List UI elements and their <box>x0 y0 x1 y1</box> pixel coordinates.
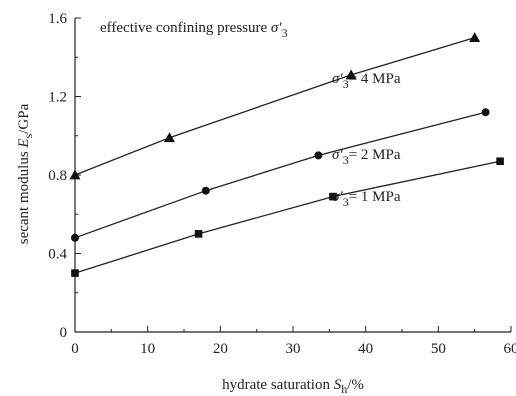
series-label-4mpa-value: = 4 MPa <box>349 71 401 87</box>
annotation-symbol: σ′ <box>271 20 282 36</box>
y-tick-label: 0 <box>60 325 68 341</box>
x-tick-label: 30 <box>286 341 301 357</box>
series-label-1mpa-subscript: 3 <box>343 195 349 209</box>
series-label-1mpa-value: = 1 MPa <box>349 189 401 205</box>
y-axis-title: secant modulus Es/GPa <box>16 103 35 244</box>
data-point-circle <box>201 186 210 195</box>
x-axis-title-suffix: /% <box>347 377 364 393</box>
data-point-square <box>496 157 504 166</box>
y-axis-title-prefix: secant modulus <box>16 148 32 245</box>
x-axis-title-prefix: hydrate saturation <box>222 377 334 393</box>
x-tick-label: 0 <box>71 341 79 357</box>
axes: 0 10 20 30 40 50 60 0 0.4 0.8 1.2 1.6 <box>48 11 516 357</box>
data-point-triangle <box>345 69 357 80</box>
series-layer <box>69 32 504 277</box>
data-point-circle <box>481 108 490 117</box>
series-label-4mpa-subscript: 3 <box>343 77 349 91</box>
x-tick-label: 10 <box>140 341 155 357</box>
y-axis-title-subscript: s <box>21 133 35 138</box>
series-label-2mpa-value: = 2 MPa <box>349 147 401 163</box>
x-axis-title-symbol: S <box>334 377 342 393</box>
data-point-triangle <box>163 132 175 143</box>
annotation-prefix: effective confining pressure <box>100 20 271 36</box>
x-axis-title-subscript: h <box>341 382 347 396</box>
x-axis-title: hydrate saturation Sh/% <box>222 377 364 396</box>
x-tick-label: 60 <box>504 341 516 357</box>
series-line-0 <box>74 37 475 176</box>
data-point-triangle <box>469 32 481 43</box>
y-tick-label: 0.8 <box>48 168 67 184</box>
x-tick-label: 40 <box>358 341 373 357</box>
data-point-circle <box>71 233 79 242</box>
annotation-text: effective confining pressure σ′3 <box>100 20 288 40</box>
series-label-2mpa-symbol: σ′ <box>332 147 343 163</box>
series-label-4mpa: σ′3= 4 MPa <box>332 71 401 91</box>
data-point-triangle <box>69 169 81 180</box>
series-line-1 <box>74 111 486 239</box>
data-point-circle <box>314 151 323 160</box>
series-label-1mpa-symbol: σ′ <box>332 189 343 205</box>
data-point-square <box>194 230 203 238</box>
data-point-square <box>71 269 79 277</box>
series-label-1mpa: σ′3= 1 MPa <box>332 189 401 209</box>
data-point-square <box>329 192 337 201</box>
series-label-2mpa: σ′3= 2 MPa <box>332 147 401 167</box>
y-axis-title-symbol: E <box>16 138 32 148</box>
x-tick-label: 50 <box>431 341 446 357</box>
annotation-subscript: 3 <box>282 26 288 40</box>
y-tick-label: 1.2 <box>48 90 67 106</box>
y-tick-label: 0.4 <box>48 247 67 263</box>
series-label-2mpa-subscript: 3 <box>343 153 349 167</box>
x-tick-label: 20 <box>213 341 228 357</box>
y-axis-title-suffix: /GPa <box>16 103 32 133</box>
series-line-2 <box>74 160 501 274</box>
series-label-4mpa-symbol: σ′ <box>332 71 343 87</box>
y-tick-label: 1.6 <box>48 11 67 27</box>
